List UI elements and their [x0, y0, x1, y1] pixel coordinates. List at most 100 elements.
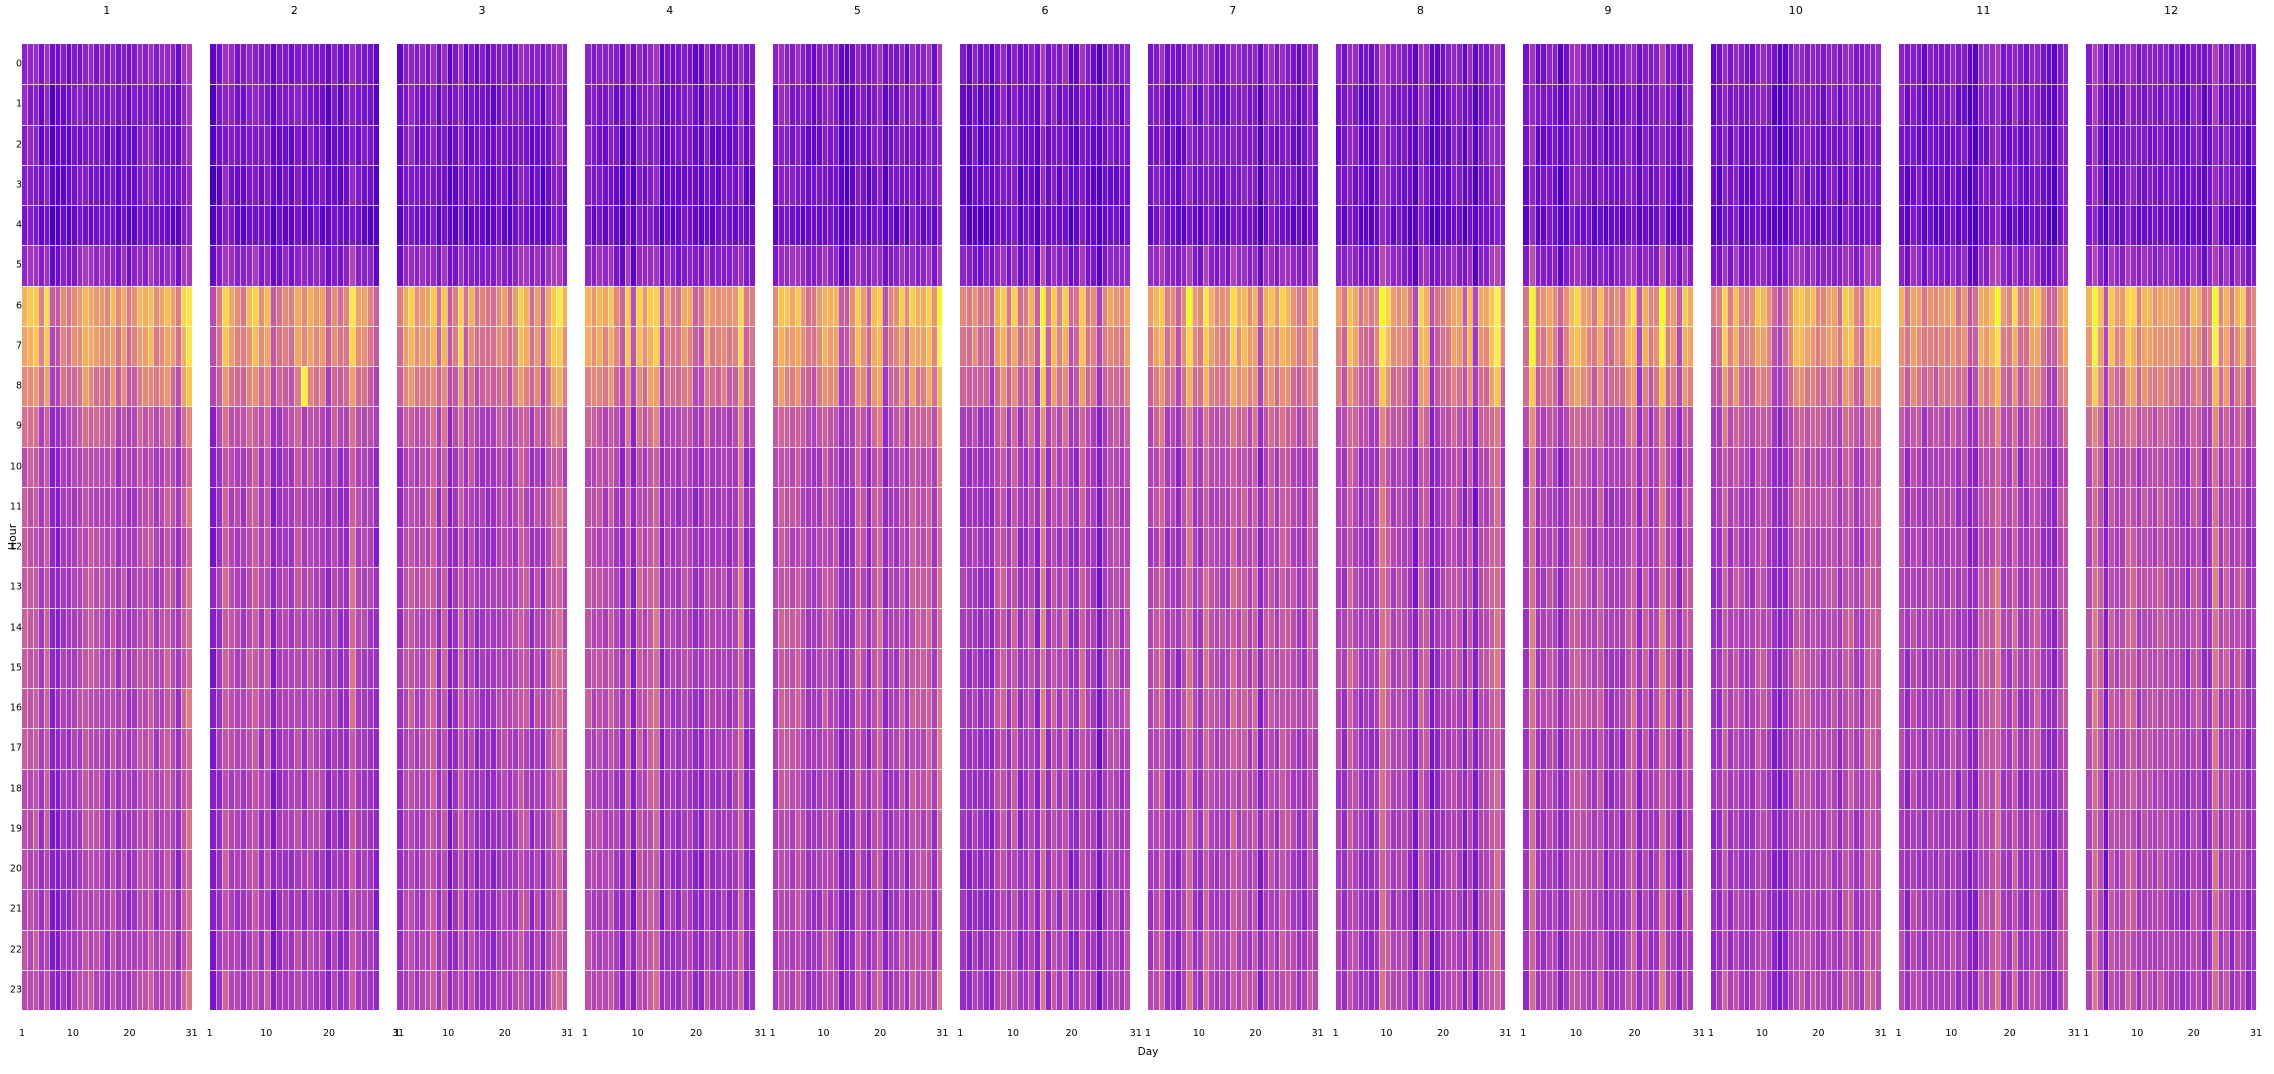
heatmap-cell: [772, 808, 779, 849]
heatmap-cell: [1073, 768, 1080, 809]
heatmap-cell: [98, 567, 105, 608]
heatmap-cell: [1079, 527, 1085, 568]
heatmap-cell: [324, 205, 331, 246]
heatmap-cell: [131, 728, 137, 769]
heatmap-cell: [977, 446, 983, 487]
heatmap-cell: [789, 325, 795, 366]
heatmap-cell: [221, 124, 228, 165]
heatmap-panel-month-4[interactable]: [585, 44, 755, 1010]
heatmap-panel-month-2[interactable]: [209, 44, 380, 1010]
heatmap-cell: [789, 44, 795, 85]
heatmap-cell: [501, 164, 507, 205]
heatmap-cell: [936, 245, 943, 286]
heatmap-cell: [1045, 688, 1051, 729]
heatmap-cell: [54, 607, 61, 648]
heatmap-cell: [215, 44, 222, 85]
heatmap-cell: [495, 366, 502, 407]
heatmap-cell: [264, 325, 271, 366]
heatmap-cell: [227, 44, 234, 85]
heatmap-cell: [1022, 44, 1029, 85]
heatmap-cell: [175, 84, 181, 125]
heatmap-cell: [1268, 124, 1274, 165]
heatmap-cell: [698, 768, 704, 809]
heatmap-cell: [125, 929, 132, 970]
grid-col-line: [920, 44, 922, 1010]
heatmap-cell: [675, 768, 682, 809]
heatmap-cell: [561, 607, 567, 648]
heatmap-cell: [1028, 164, 1034, 205]
grid-col-line: [726, 44, 728, 1010]
heatmap-cell: [367, 768, 374, 809]
heatmap-cell: [76, 366, 83, 407]
heatmap-cell: [726, 325, 733, 366]
heatmap-cell: [528, 527, 535, 568]
heatmap-panel-month-7[interactable]: [1148, 44, 1318, 1010]
heatmap-panel-month-6[interactable]: [960, 44, 1130, 1010]
heatmap-cell: [838, 527, 844, 568]
heatmap-cell: [430, 446, 436, 487]
heatmap-cell: [1301, 245, 1307, 286]
heatmap-cell: [635, 486, 642, 527]
heatmap-cell: [419, 647, 425, 688]
heatmap-cell: [965, 124, 972, 165]
heatmap-cell: [920, 929, 926, 970]
heatmap-panel-month-5[interactable]: [772, 44, 943, 1010]
heatmap-cell: [430, 205, 436, 246]
heatmap-cell: [1079, 849, 1085, 890]
heatmap-cell: [982, 647, 989, 688]
y-axis-tick: 13: [9, 581, 22, 593]
heatmap-cell: [1262, 245, 1269, 286]
heatmap-cell: [960, 688, 966, 729]
heatmap-cell: [556, 245, 562, 286]
heatmap-cell: [545, 768, 551, 809]
heatmap-cell: [1235, 245, 1242, 286]
heatmap-cell: [1005, 44, 1012, 85]
heatmap-panel-month-3[interactable]: [397, 44, 567, 1010]
heatmap-cell: [233, 969, 240, 1010]
heatmap-cell: [1096, 889, 1102, 930]
heatmap-cell: [1186, 164, 1192, 205]
heatmap-cell: [336, 808, 343, 849]
heatmap-cell: [1197, 124, 1203, 165]
heatmap-cell: [512, 124, 518, 165]
heatmap-cell: [1101, 124, 1108, 165]
heatmap-cell: [534, 406, 540, 447]
heatmap-cell: [561, 728, 567, 769]
heatmap-cell: [215, 406, 222, 447]
heatmap-cell: [849, 325, 855, 366]
heatmap-cell: [87, 446, 94, 487]
heatmap-cell: [1016, 486, 1023, 527]
heatmap-cell: [1005, 929, 1012, 970]
heatmap-cell: [1101, 688, 1108, 729]
heatmap-cell: [709, 164, 716, 205]
heatmap-cell: [528, 889, 535, 930]
heatmap-cell: [367, 688, 374, 729]
heatmap-cell: [397, 929, 403, 970]
heatmap-cell: [936, 768, 943, 809]
heatmap-cell: [264, 969, 271, 1010]
heatmap-cell: [630, 768, 636, 809]
grid-col-line: [175, 44, 177, 1010]
heatmap-cell: [473, 567, 480, 608]
heatmap-cell: [131, 205, 137, 246]
heatmap-cell: [490, 808, 496, 849]
heatmap-cell: [982, 446, 989, 487]
heatmap-cell: [1016, 124, 1023, 165]
grid-row-line: [772, 929, 943, 931]
heatmap-cell: [1056, 889, 1063, 930]
heatmap-cell: [1180, 84, 1187, 125]
heatmap-cell: [641, 808, 648, 849]
heatmap-cell: [1084, 728, 1091, 769]
heatmap-cell: [76, 567, 83, 608]
heatmap-cell: [715, 889, 721, 930]
heatmap-cell: [125, 567, 132, 608]
heatmap-cell: [1197, 84, 1203, 125]
heatmap-cell: [585, 325, 591, 366]
heatmap-cell: [821, 164, 828, 205]
y-axis-tick: 15: [9, 662, 22, 674]
heatmap-cell: [838, 567, 844, 608]
heatmap-cell: [849, 406, 855, 447]
heatmap-panel-month-1[interactable]: [22, 44, 192, 1010]
heatmap-cell: [1028, 567, 1034, 608]
heatmap-cell: [1279, 164, 1285, 205]
